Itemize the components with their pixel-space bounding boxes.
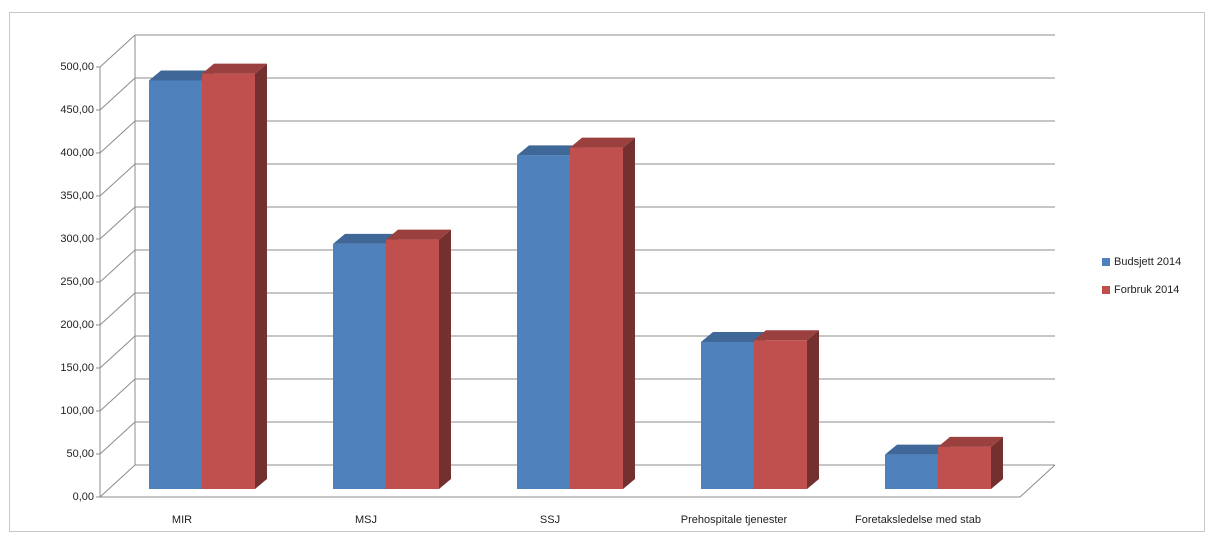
y-tick-label: 450,00	[60, 104, 94, 116]
bar-top	[386, 229, 451, 240]
bar-side	[255, 63, 267, 490]
y-tick-label: 50,00	[66, 448, 94, 460]
bar-top	[938, 436, 1003, 447]
y-tick-label: 350,00	[60, 190, 94, 202]
grid-line	[99, 34, 136, 68]
bar-top	[570, 137, 635, 148]
bar	[754, 340, 807, 489]
grid-line	[99, 335, 136, 369]
grid-line	[99, 421, 136, 455]
legend-label: Budsjett 2014	[1114, 256, 1181, 268]
legend-label: Forbruk 2014	[1114, 284, 1179, 296]
x-tick-label: Foretaksledelse med stab	[855, 514, 981, 526]
grid-line	[99, 464, 136, 498]
bar	[570, 147, 623, 489]
y-tick-label: 200,00	[60, 319, 94, 331]
bar-side	[991, 436, 1003, 489]
bar-top	[202, 63, 267, 74]
floor-side	[1019, 464, 1056, 498]
grid-line	[99, 163, 136, 197]
x-tick-label: MIR	[172, 514, 192, 526]
grid-line	[99, 292, 136, 326]
chart-border	[9, 12, 1205, 532]
bar-side	[623, 137, 635, 489]
grid-line	[99, 120, 136, 154]
bar-top	[517, 145, 582, 156]
grid-line	[99, 206, 136, 240]
grid-line	[99, 77, 136, 111]
bar-side	[807, 330, 819, 489]
bar-top	[333, 233, 398, 244]
bar	[885, 454, 938, 489]
bar	[149, 80, 202, 489]
bar	[938, 446, 991, 489]
bar	[386, 239, 439, 489]
y-tick-label: 100,00	[60, 405, 94, 417]
legend-swatch	[1102, 258, 1110, 266]
x-tick-label: Prehospitale tjenester	[681, 514, 788, 526]
y-tick-label: 150,00	[60, 362, 94, 374]
grid-line	[99, 249, 136, 283]
bar	[333, 243, 386, 489]
bar-side	[439, 229, 451, 489]
legend-swatch	[1102, 286, 1110, 294]
x-tick-label: SSJ	[540, 514, 560, 526]
bar	[517, 155, 570, 489]
bar-top	[149, 70, 214, 81]
y-tick-label: 0,00	[73, 491, 94, 503]
y-tick-label: 500,00	[60, 61, 94, 73]
y-tick-label: 300,00	[60, 233, 94, 245]
grid-line	[99, 378, 136, 412]
y-tick-label: 250,00	[60, 276, 94, 288]
x-tick-label: MSJ	[355, 514, 377, 526]
bar	[701, 341, 754, 489]
y-tick-label: 400,00	[60, 147, 94, 159]
bar-top	[885, 444, 950, 455]
bar-top	[701, 331, 766, 342]
bar	[202, 73, 255, 490]
bar-top	[754, 330, 819, 341]
